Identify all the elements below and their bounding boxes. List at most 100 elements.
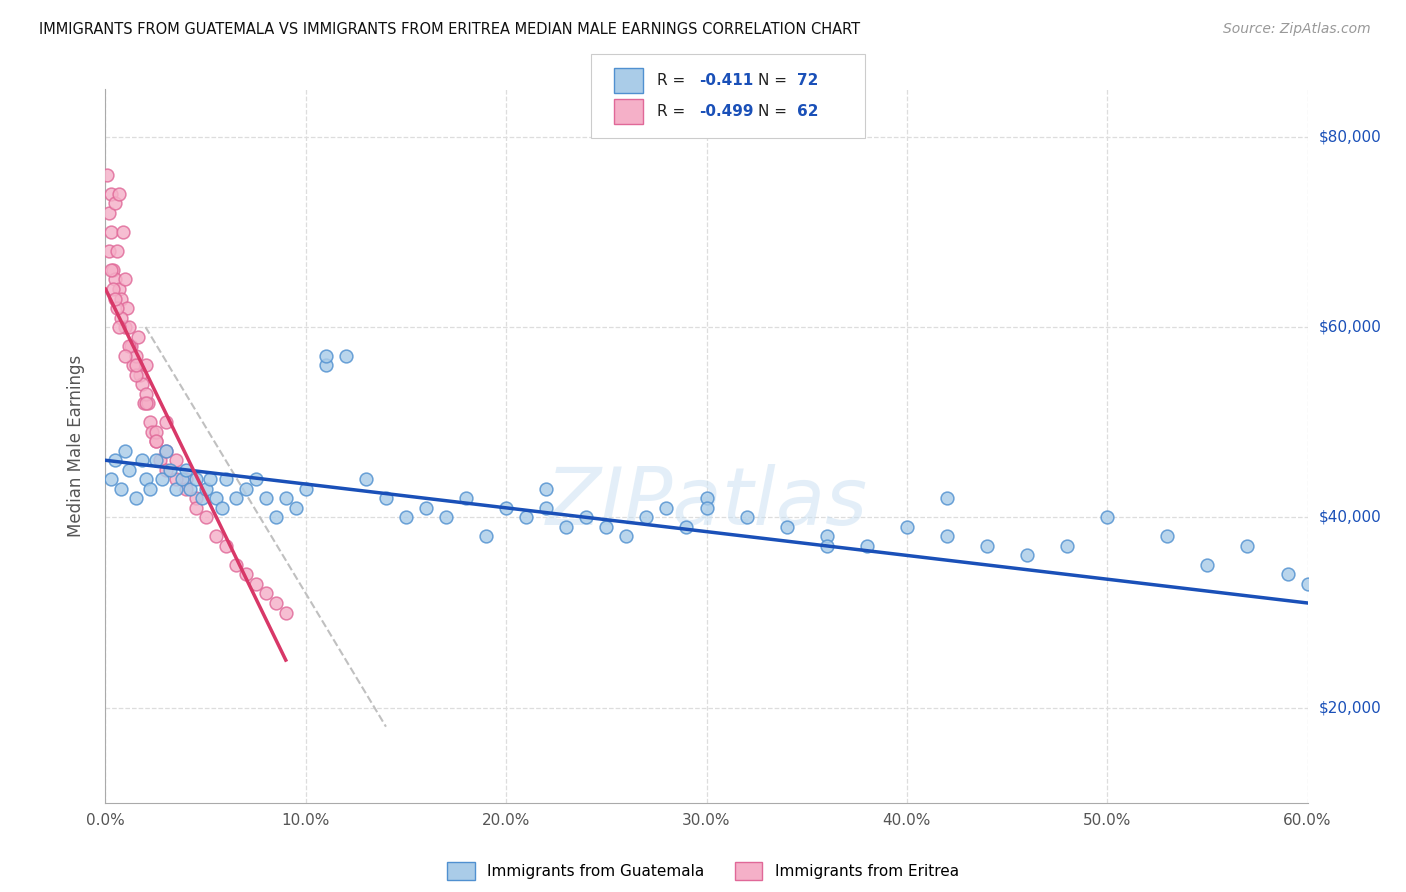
Point xyxy=(735,510,758,524)
Point xyxy=(655,500,678,515)
Point xyxy=(225,491,247,506)
Point xyxy=(1015,549,1038,563)
Point xyxy=(107,244,129,258)
Point xyxy=(184,491,207,506)
Point xyxy=(395,510,418,524)
Text: $60,000: $60,000 xyxy=(1319,319,1382,334)
Point xyxy=(184,472,207,486)
Point xyxy=(135,386,157,401)
Point xyxy=(128,368,150,382)
Point xyxy=(150,472,173,486)
Point xyxy=(354,472,377,486)
Point xyxy=(254,491,277,506)
Point xyxy=(1156,529,1178,543)
Point xyxy=(135,396,157,410)
Point xyxy=(211,500,233,515)
Point xyxy=(124,491,146,506)
Point xyxy=(165,482,187,496)
Point xyxy=(112,225,135,239)
Point xyxy=(555,520,578,534)
Point xyxy=(335,349,357,363)
Point xyxy=(100,225,122,239)
Point xyxy=(107,301,129,315)
Point xyxy=(315,358,337,372)
Text: -0.411: -0.411 xyxy=(699,73,754,87)
Point xyxy=(159,463,181,477)
Point xyxy=(104,272,127,286)
Point xyxy=(124,358,146,372)
Point xyxy=(374,491,396,506)
Point xyxy=(165,453,187,467)
Point xyxy=(145,425,167,439)
Point xyxy=(155,463,177,477)
Point xyxy=(127,329,149,343)
Text: N =: N = xyxy=(758,104,792,119)
Point xyxy=(1097,510,1119,524)
Legend: Immigrants from Guatemala, Immigrants from Eritrea: Immigrants from Guatemala, Immigrants fr… xyxy=(447,863,959,880)
Point xyxy=(264,510,287,524)
Point xyxy=(534,482,557,496)
Point xyxy=(515,510,537,524)
Point xyxy=(124,349,146,363)
Text: 62: 62 xyxy=(797,104,818,119)
Point xyxy=(315,349,337,363)
Point xyxy=(936,529,959,543)
Y-axis label: Median Male Earnings: Median Male Earnings xyxy=(66,355,84,537)
Point xyxy=(174,482,197,496)
Point xyxy=(121,339,143,353)
Point xyxy=(108,282,131,296)
Point xyxy=(475,529,498,543)
Point xyxy=(235,567,257,582)
Point xyxy=(1197,558,1219,572)
Text: $20,000: $20,000 xyxy=(1319,700,1382,715)
Point xyxy=(141,425,163,439)
Point xyxy=(114,349,136,363)
Point xyxy=(575,510,598,524)
Point xyxy=(104,196,127,211)
Point xyxy=(194,510,217,524)
Point xyxy=(204,529,226,543)
Point xyxy=(204,491,226,506)
Point xyxy=(815,539,838,553)
Point xyxy=(434,510,457,524)
Point xyxy=(100,263,122,277)
Point xyxy=(495,500,517,515)
Point xyxy=(118,320,141,334)
Point xyxy=(132,396,155,410)
Point xyxy=(100,186,122,201)
Text: -0.499: -0.499 xyxy=(699,104,754,119)
Point xyxy=(274,606,297,620)
Text: Source: ZipAtlas.com: Source: ZipAtlas.com xyxy=(1223,22,1371,37)
Point xyxy=(98,244,121,258)
Point xyxy=(936,491,959,506)
Point xyxy=(636,510,658,524)
Point xyxy=(696,491,718,506)
Point xyxy=(131,377,153,392)
Point xyxy=(148,453,170,467)
Point xyxy=(98,206,121,220)
Point xyxy=(896,520,918,534)
Point xyxy=(122,358,145,372)
Point xyxy=(138,482,160,496)
Point xyxy=(190,491,212,506)
Point xyxy=(174,463,197,477)
Point xyxy=(456,491,478,506)
Point xyxy=(179,482,201,496)
Point xyxy=(284,500,307,515)
Point xyxy=(1296,577,1319,591)
Point xyxy=(245,472,267,486)
Point xyxy=(534,500,557,515)
Point xyxy=(976,539,998,553)
Point xyxy=(100,472,122,486)
Point xyxy=(135,472,157,486)
Point xyxy=(815,529,838,543)
Point xyxy=(117,301,139,315)
Point xyxy=(145,434,167,449)
Point xyxy=(145,434,167,449)
Point xyxy=(675,520,697,534)
Point xyxy=(110,292,132,306)
Text: $80,000: $80,000 xyxy=(1319,129,1382,145)
Point xyxy=(194,482,217,496)
Point xyxy=(1056,539,1078,553)
Point xyxy=(114,443,136,458)
